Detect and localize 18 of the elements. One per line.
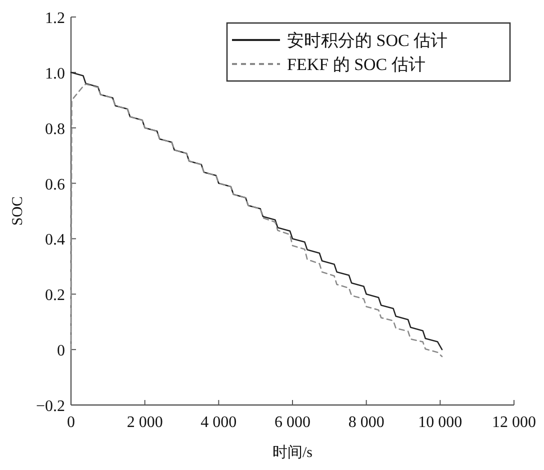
x-tick-label: 8 000 [348,414,384,431]
y-tick-label: 0.4 [45,232,65,249]
y-tick-label: 1.0 [45,65,65,82]
y-tick-label: 0 [57,342,65,360]
y-tick-label: 1.2 [45,10,65,27]
x-tick-label: 6 000 [274,414,310,431]
y-axis-title: SOC [10,196,26,226]
legend-label: 安时积分的 SOC 估计 [287,31,448,50]
x-tick-label: 4 000 [200,414,237,431]
x-tick-label: 12 000 [492,414,536,431]
legend-label: FEKF 的 SOC 估计 [287,55,426,74]
x-axis-title: 时间/s [272,444,313,461]
x-tick-label: 10 000 [418,414,462,431]
y-tick-label: 0.8 [45,120,65,138]
y-tick-label: 0.6 [45,176,65,194]
y-tick-label: −0.2 [36,398,65,415]
y-tick-label: 0.2 [45,287,65,304]
x-tick-label: 2 000 [126,414,163,431]
